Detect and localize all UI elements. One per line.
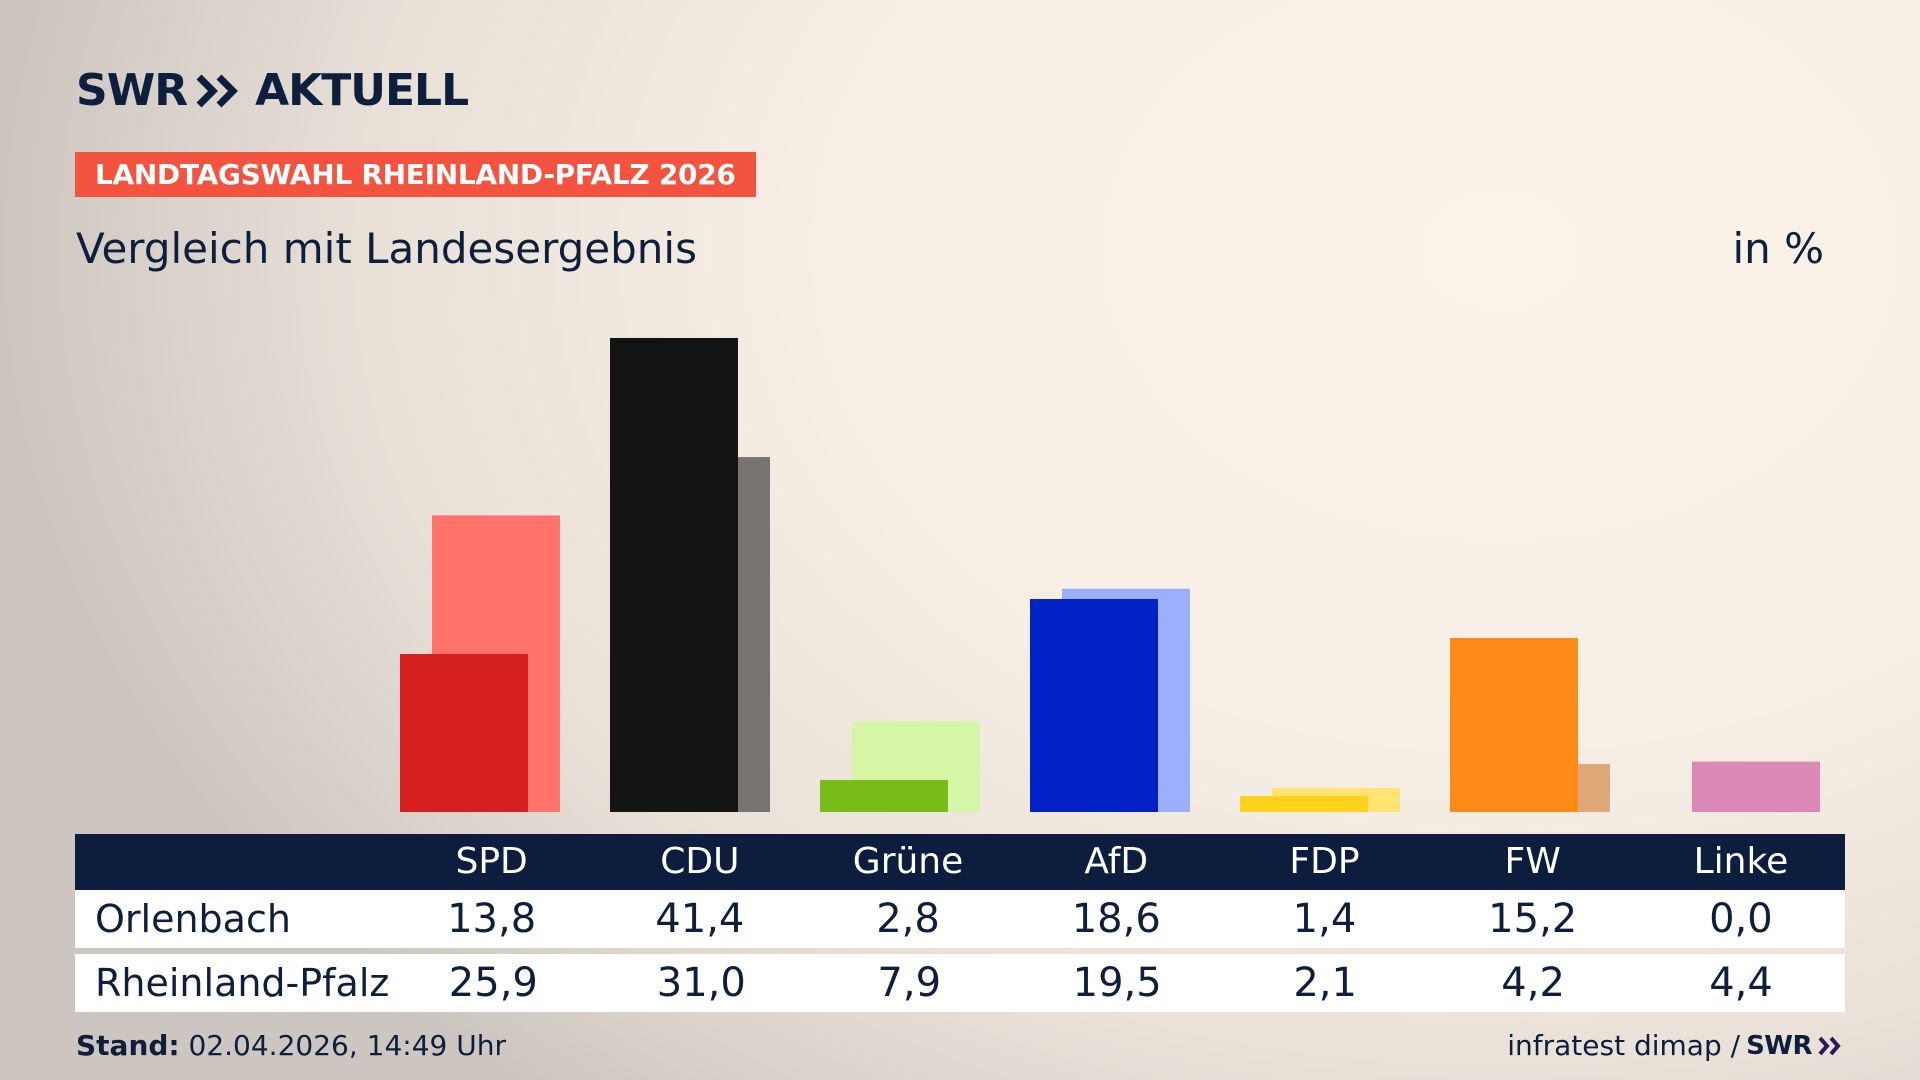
table-cell: 13,8	[447, 896, 537, 942]
header-gruene: Grüne	[852, 841, 964, 882]
election-badge: LANDTAGSWAHL RHEINLAND-PFALZ 2026	[75, 152, 756, 197]
row-label: Orlenbach	[95, 897, 291, 941]
logo-aktuell-text: AKTUELL	[255, 65, 469, 116]
chart-unit: in %	[1732, 224, 1824, 273]
table-cell: 25,9	[448, 960, 538, 1006]
row-label: Rheinland-Pfalz	[95, 961, 390, 1005]
table-row-rheinland-pfalz: Rheinland-Pfalz 25,9 31,0 7,9 19,5 2,1 4…	[75, 954, 1845, 1012]
table-cell: 15,2	[1488, 896, 1578, 942]
header-linke: Linke	[1693, 841, 1789, 882]
bar-fdp-orlenbach	[1240, 795, 1368, 812]
header-cdu: CDU	[660, 841, 740, 882]
table-cell: 31,0	[656, 960, 746, 1006]
bar-chart	[400, 337, 1820, 812]
table-header: SPD CDU Grüne AfD FDP FW Linke	[75, 834, 1845, 890]
logo-swr-text: SWR	[76, 65, 188, 116]
source-logo-text: SWR	[1746, 1031, 1812, 1061]
double-chevron-right-icon	[1818, 1036, 1841, 1056]
table-cell: 7,9	[877, 960, 942, 1006]
bar-linke-landesergebnis	[1692, 761, 1820, 812]
table-cell: 2,1	[1293, 960, 1357, 1006]
header-afd: AfD	[1084, 841, 1149, 882]
table-cell: 18,6	[1071, 896, 1161, 942]
table-cell: 4,2	[1501, 960, 1565, 1006]
bar-fw-orlenbach	[1450, 637, 1578, 812]
swr-aktuell-logo: SWR AKTUELL	[76, 65, 469, 116]
double-chevron-right-icon	[196, 74, 239, 108]
table-cell: 4,4	[1709, 960, 1773, 1006]
bar-cdu-orlenbach	[610, 337, 738, 812]
header-fdp: FDP	[1289, 841, 1360, 882]
source-credit: infratest dimap / SWR	[1507, 1028, 1842, 1064]
header-fw: FW	[1504, 841, 1561, 882]
table-cell: 19,5	[1072, 960, 1162, 1006]
source-text: infratest dimap /	[1507, 1029, 1741, 1062]
timestamp-label: Stand:	[76, 1029, 180, 1062]
bar-gr-ne-orlenbach	[820, 779, 948, 812]
timestamp: Stand: 02.04.2026, 14:49 Uhr	[76, 1028, 506, 1064]
chart-subtitle: Vergleich mit Landesergebnis	[76, 224, 697, 273]
table-cell: 0,0	[1709, 896, 1773, 942]
timestamp-value: 02.04.2026, 14:49 Uhr	[179, 1029, 506, 1062]
table-row-orlenbach: Orlenbach 13,8 41,4 2,8 18,6 1,4 15,2 0,…	[75, 890, 1845, 948]
results-table: SPD CDU Grüne AfD FDP FW Linke Orlenbach…	[75, 834, 1845, 1012]
bar-afd-orlenbach	[1030, 599, 1158, 812]
table-cell: 1,4	[1292, 896, 1357, 942]
header-spd: SPD	[455, 841, 528, 882]
table-cell: 41,4	[655, 896, 745, 942]
table-header-empty	[75, 834, 388, 890]
table-cell: 2,8	[876, 896, 940, 942]
bar-spd-orlenbach	[400, 653, 528, 812]
